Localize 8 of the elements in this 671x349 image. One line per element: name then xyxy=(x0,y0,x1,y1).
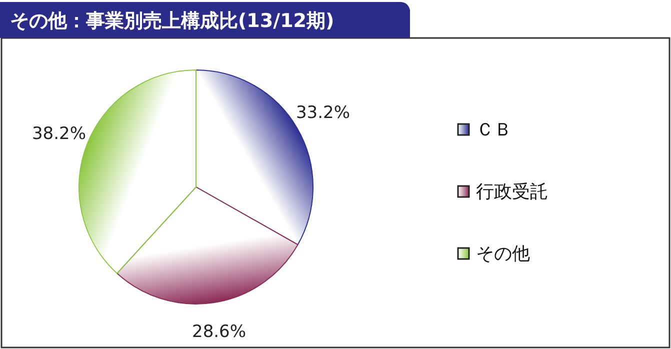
pie-slice xyxy=(116,186,298,304)
legend-label: ＣＢ xyxy=(476,120,512,140)
legend-label: その他 xyxy=(476,244,530,264)
data-label: 33.2% xyxy=(296,102,350,123)
data-label: 28.6% xyxy=(192,322,246,342)
legend-label: 行政受託 xyxy=(476,182,548,202)
chart-title: その他：事業別売上構成比(13/12期) xyxy=(10,10,334,32)
data-label: 38.2% xyxy=(32,124,86,144)
